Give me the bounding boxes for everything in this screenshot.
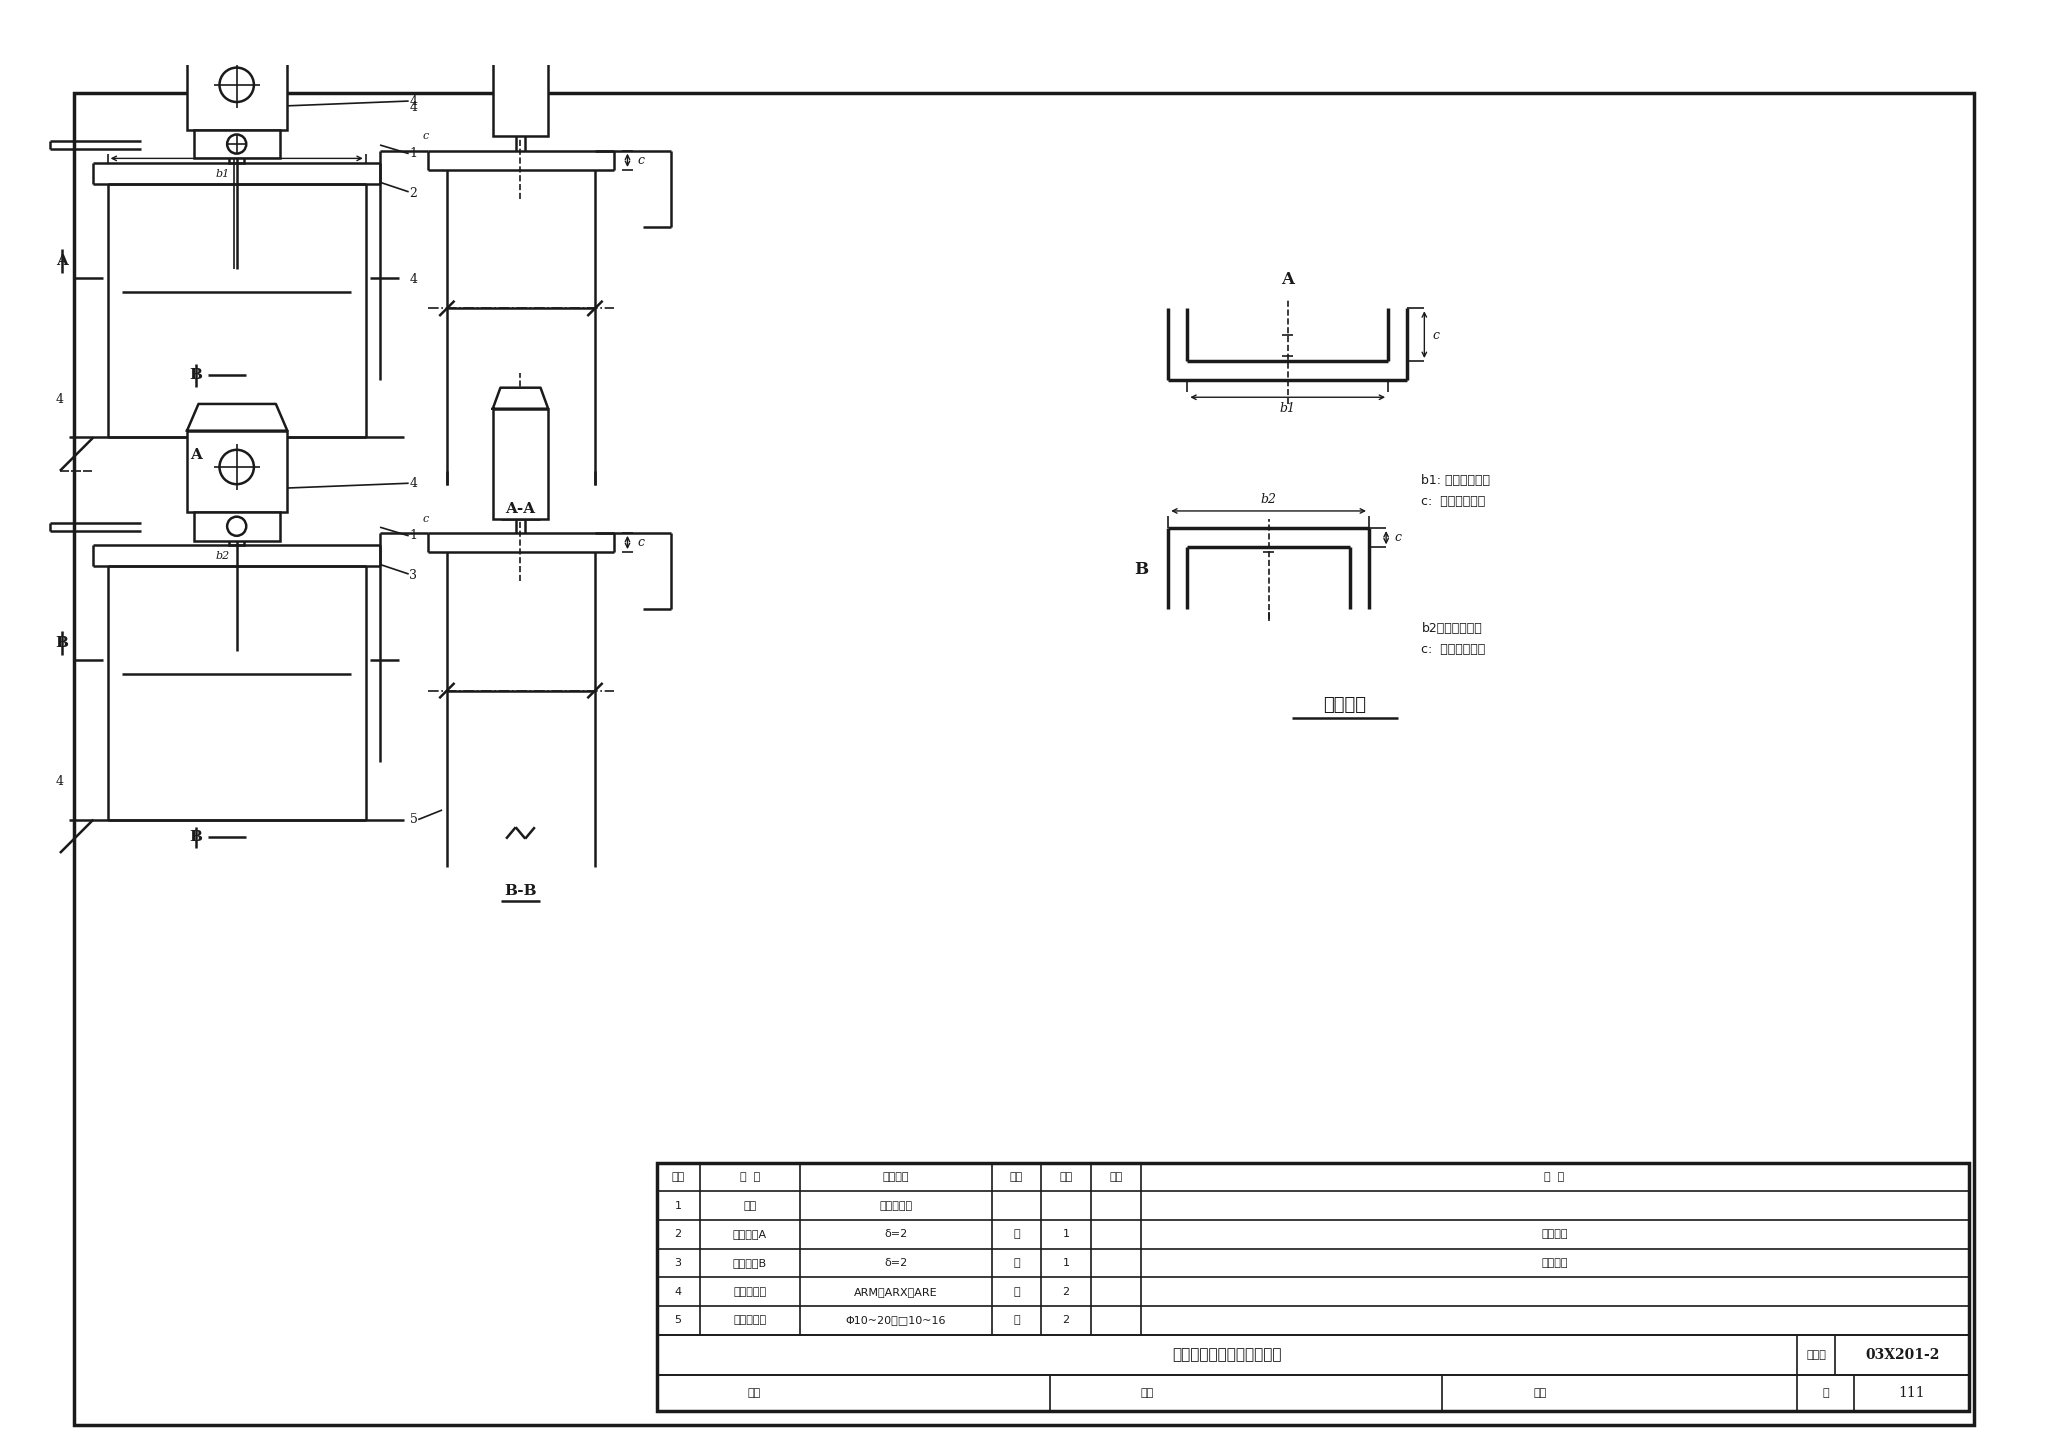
Text: 1: 1 bbox=[1063, 1229, 1069, 1239]
Text: δ=2: δ=2 bbox=[885, 1229, 907, 1239]
Text: B: B bbox=[188, 368, 203, 382]
Text: 套: 套 bbox=[1014, 1316, 1020, 1325]
Polygon shape bbox=[494, 6, 549, 26]
Text: B: B bbox=[55, 635, 68, 650]
Text: c: c bbox=[1395, 531, 1401, 544]
Text: 1: 1 bbox=[410, 529, 418, 542]
Polygon shape bbox=[186, 22, 287, 48]
Bar bbox=[195, 512, 281, 541]
Text: 1: 1 bbox=[674, 1201, 682, 1211]
Text: 固定支架: 固定支架 bbox=[1323, 696, 1366, 714]
Bar bbox=[186, 48, 287, 129]
Text: 2: 2 bbox=[1063, 1316, 1069, 1325]
Text: 1: 1 bbox=[410, 147, 418, 160]
Text: 4: 4 bbox=[55, 393, 63, 406]
Text: B: B bbox=[188, 830, 203, 843]
Bar bbox=[494, 26, 549, 137]
Text: 见工程设计: 见工程设计 bbox=[879, 1201, 913, 1211]
Text: 设计: 设计 bbox=[1534, 1389, 1546, 1397]
Text: 现场制作: 现场制作 bbox=[1540, 1229, 1567, 1239]
Text: 型号规格: 型号规格 bbox=[883, 1172, 909, 1182]
Text: b2：执行器宽度: b2：执行器宽度 bbox=[1421, 622, 1483, 635]
Text: 2: 2 bbox=[674, 1229, 682, 1239]
Bar bbox=[494, 409, 549, 519]
Text: 2: 2 bbox=[410, 188, 418, 201]
Text: 页: 页 bbox=[1823, 1389, 1829, 1397]
Text: A: A bbox=[55, 253, 68, 268]
Text: 3: 3 bbox=[674, 1258, 682, 1268]
Polygon shape bbox=[494, 388, 549, 409]
Text: 现场制作: 现场制作 bbox=[1540, 1258, 1567, 1268]
Text: b1: b1 bbox=[215, 169, 229, 179]
Text: c:  风门凸缘深度: c: 风门凸缘深度 bbox=[1421, 494, 1485, 507]
Text: 旋转风门执行器安装（二）: 旋转风门执行器安装（二） bbox=[1171, 1348, 1282, 1362]
Text: 4: 4 bbox=[55, 775, 63, 788]
Text: B: B bbox=[1135, 561, 1149, 577]
Text: 固定支架B: 固定支架B bbox=[733, 1258, 766, 1268]
Text: 1: 1 bbox=[1063, 1258, 1069, 1268]
Text: 4: 4 bbox=[674, 1287, 682, 1297]
Text: b1: 风门凸缘内宽: b1: 风门凸缘内宽 bbox=[1421, 474, 1491, 487]
Text: c: c bbox=[637, 154, 645, 167]
Text: 备  注: 备 注 bbox=[1544, 1172, 1565, 1182]
Text: Φ10~20、□10~16: Φ10~20、□10~16 bbox=[846, 1316, 946, 1325]
Bar bbox=[657, 1163, 1968, 1410]
Text: b2: b2 bbox=[1262, 493, 1276, 506]
Text: 4: 4 bbox=[410, 273, 418, 286]
Text: 图集号: 图集号 bbox=[1806, 1349, 1827, 1359]
Text: δ=2: δ=2 bbox=[885, 1258, 907, 1268]
Text: c: c bbox=[422, 131, 428, 141]
Text: 4: 4 bbox=[410, 477, 418, 490]
Bar bbox=[195, 129, 281, 158]
Text: A: A bbox=[190, 448, 201, 461]
Text: 3: 3 bbox=[410, 570, 418, 583]
Bar bbox=[229, 512, 244, 545]
Text: 5: 5 bbox=[410, 813, 418, 826]
Text: 111: 111 bbox=[1898, 1386, 1925, 1400]
Polygon shape bbox=[186, 404, 287, 430]
Text: b2: b2 bbox=[215, 551, 229, 561]
Text: 个: 个 bbox=[1014, 1258, 1020, 1268]
Text: 风阀执行器: 风阀执行器 bbox=[733, 1287, 766, 1297]
Text: A-A: A-A bbox=[506, 502, 535, 516]
Text: c: c bbox=[422, 513, 428, 523]
Text: 4: 4 bbox=[410, 102, 418, 115]
Text: c: c bbox=[1432, 329, 1440, 342]
Text: 风阀驱动轴: 风阀驱动轴 bbox=[733, 1316, 766, 1325]
Text: 页次: 页次 bbox=[1110, 1172, 1122, 1182]
Text: b1: b1 bbox=[1280, 403, 1296, 416]
Bar bbox=[229, 129, 244, 163]
Text: 校对: 校对 bbox=[1141, 1389, 1153, 1397]
Text: 风阀: 风阀 bbox=[743, 1201, 756, 1211]
Text: c:  风门凸缘深度: c: 风门凸缘深度 bbox=[1421, 643, 1485, 656]
Text: c: c bbox=[637, 537, 645, 550]
Text: B-B: B-B bbox=[504, 884, 537, 899]
Text: 序号: 序号 bbox=[672, 1172, 684, 1182]
Text: 名  称: 名 称 bbox=[739, 1172, 760, 1182]
Text: 03X201-2: 03X201-2 bbox=[1866, 1348, 1939, 1361]
Text: A: A bbox=[1282, 272, 1294, 288]
Text: 数量: 数量 bbox=[1059, 1172, 1073, 1182]
Text: 5: 5 bbox=[674, 1316, 682, 1325]
Text: 审核: 审核 bbox=[748, 1389, 762, 1397]
Text: 个: 个 bbox=[1014, 1229, 1020, 1239]
Text: 固定支架A: 固定支架A bbox=[733, 1229, 766, 1239]
Text: ARM、ARX、ARE: ARM、ARX、ARE bbox=[854, 1287, 938, 1297]
Text: 单位: 单位 bbox=[1010, 1172, 1024, 1182]
Bar bbox=[186, 430, 287, 512]
Text: 2: 2 bbox=[1063, 1287, 1069, 1297]
Text: 套: 套 bbox=[1014, 1287, 1020, 1297]
Text: 4: 4 bbox=[410, 95, 418, 108]
